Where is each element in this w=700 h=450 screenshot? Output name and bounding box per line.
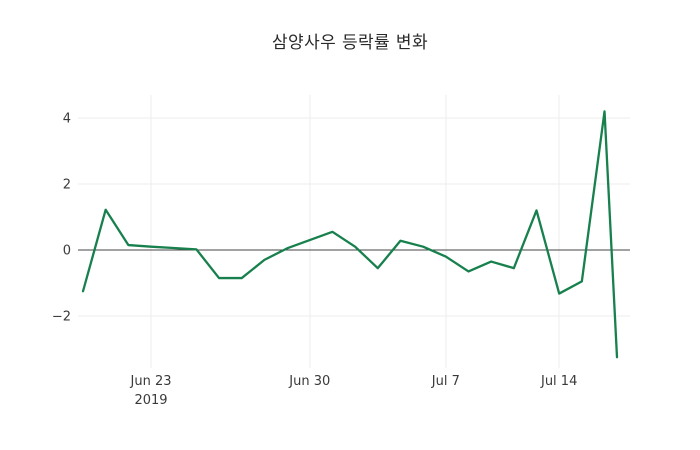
x-tick-label: Jun 30 xyxy=(288,374,330,389)
y-tick-label: −2 xyxy=(52,310,71,325)
data-series-line xyxy=(81,110,619,359)
y-axis-tick-labels: −2 0 2 4 xyxy=(52,112,71,325)
chart-title: 삼양사우 등락률 변화 xyxy=(272,33,428,53)
x-tick-label: Jun 23 xyxy=(130,374,172,389)
x-tick-label: Jul 7 xyxy=(431,374,460,389)
vertical-gridlines-group xyxy=(150,95,560,368)
x-tick-label: Jul 14 xyxy=(540,374,577,389)
x-axis-tick-labels: Jun 23 2019 Jun 30 Jul 7 Jul 14 xyxy=(130,374,578,408)
y-tick-label: 2 xyxy=(63,178,71,193)
gridlines-group xyxy=(78,117,630,317)
x-tick-sublabel: 2019 xyxy=(134,393,167,408)
y-tick-label: 0 xyxy=(63,244,71,259)
y-tick-label: 4 xyxy=(63,112,71,127)
